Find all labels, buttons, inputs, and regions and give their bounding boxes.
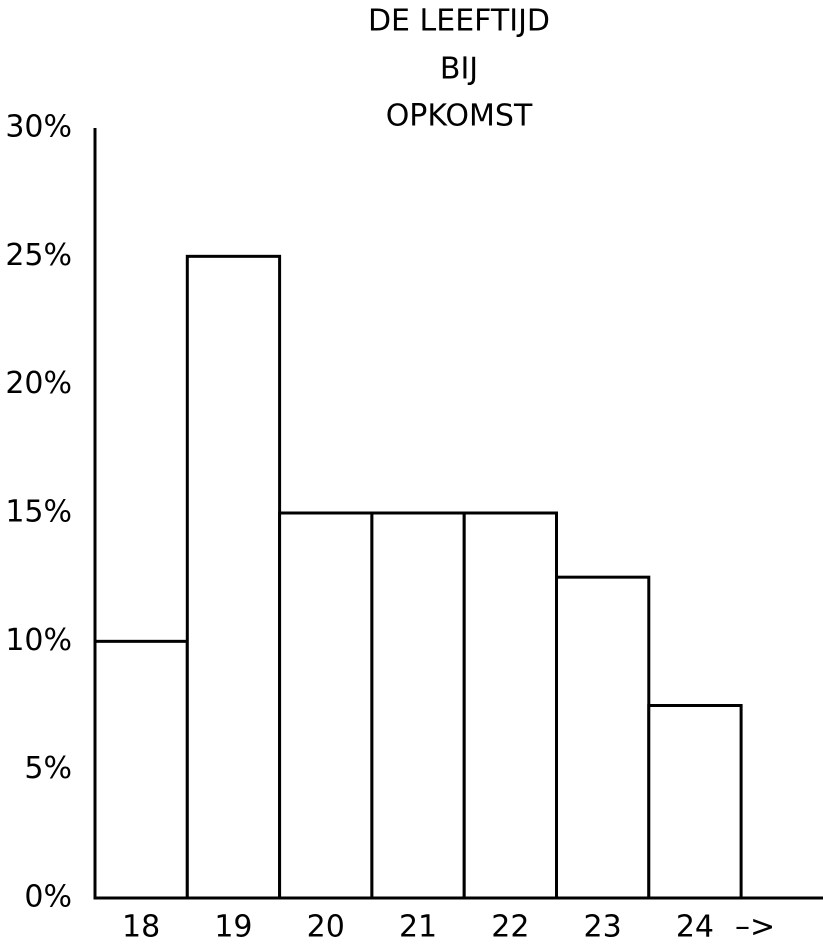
- y-tick-label: 10%: [5, 623, 72, 658]
- y-tick-label: 20%: [5, 366, 72, 401]
- x-tick-label: 23: [584, 910, 622, 945]
- y-tick-label: 5%: [24, 751, 72, 786]
- bar: [647, 704, 743, 900]
- bar: [278, 511, 374, 900]
- x-tick-label: 22: [491, 910, 529, 945]
- y-tick-label: 25%: [5, 238, 72, 273]
- bar: [185, 254, 282, 900]
- x-tick-label: 19: [214, 910, 252, 945]
- x-tick-label: 21: [399, 910, 437, 945]
- x-tick-label: 24: [676, 910, 714, 945]
- chart-title: OPKOMST: [386, 99, 533, 134]
- chart-title: DE LEEFTIJD: [368, 4, 550, 39]
- chart-title: BIJ: [440, 52, 478, 87]
- x-axis-arrow: –>: [735, 910, 775, 945]
- x-tick-label: 20: [307, 910, 345, 945]
- bar: [462, 511, 559, 900]
- x-tick-label: 18: [122, 910, 160, 945]
- y-tick-label: 0%: [24, 880, 72, 915]
- bar: [370, 511, 466, 900]
- bar: [555, 575, 651, 900]
- y-tick-label: 15%: [5, 495, 72, 530]
- y-tick-label: 30%: [5, 110, 72, 145]
- bar: [93, 639, 189, 900]
